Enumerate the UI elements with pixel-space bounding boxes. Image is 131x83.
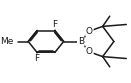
Text: B: B bbox=[78, 37, 84, 46]
Text: Me: Me bbox=[0, 37, 13, 46]
Text: F: F bbox=[52, 20, 57, 29]
Text: O: O bbox=[86, 27, 93, 36]
Text: O: O bbox=[86, 47, 93, 56]
Text: F: F bbox=[35, 54, 40, 63]
